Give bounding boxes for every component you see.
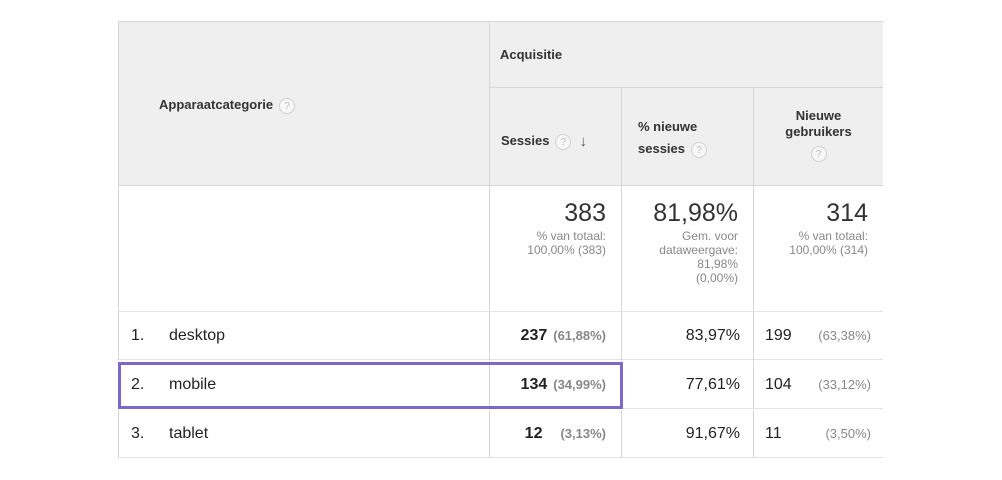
total-caption-line: % van totaal: (798, 229, 868, 243)
row-sessions: 12 (524, 425, 543, 442)
new-users-total: 314 (826, 199, 868, 227)
new-users-total-caption: % van totaal: 100,00% (314) (754, 229, 883, 257)
total-caption-line: 100,00% (383) (527, 243, 606, 257)
total-caption-line: 81,98% (697, 257, 738, 271)
row-sessions-pct: (3,13%) (560, 426, 606, 441)
new-users-column-header[interactable]: Nieuwe gebruikers ? (754, 88, 883, 186)
row-dimension-cell[interactable]: 1. desktop (118, 312, 490, 360)
row-sessions-cell: 237 (61,88%) (490, 312, 622, 360)
row-dimension-cell[interactable]: 3. tablet (118, 410, 490, 458)
help-icon[interactable]: ? (810, 146, 827, 162)
row-new-users-cell: 104 (33,12%) (754, 361, 883, 409)
total-caption-line: (0,00%) (695, 271, 738, 285)
row-sessions-cell: 134 (34,99%) (490, 361, 622, 409)
sessions-total-caption: % van totaal: 100,00% (383) (490, 229, 621, 257)
row-index: 3. (131, 425, 145, 442)
row-new-users: 199 (765, 327, 792, 344)
row-new-users-cell: 199 (63,38%) (754, 312, 883, 360)
help-icon[interactable]: ? (279, 97, 296, 114)
row-sessions-pct: (61,88%) (553, 328, 606, 343)
row-new-users: 104 (765, 376, 792, 393)
row-category[interactable]: tablet (169, 425, 209, 442)
sessions-column-header[interactable]: Sessies? ↓ (490, 88, 622, 186)
sort-descending-icon[interactable]: ↓ (579, 133, 587, 151)
total-caption-line: % van totaal: (536, 229, 606, 243)
acquisition-label: Acquisitie (500, 47, 563, 62)
new-sessions-total: 81,98% (653, 199, 738, 227)
row-new-users-cell: 11 (3,50%) (754, 410, 883, 458)
row-dimension-cell[interactable]: 2. mobile (118, 361, 490, 409)
total-caption-line: dataweergave: (659, 243, 738, 257)
row-category[interactable]: mobile (169, 376, 217, 393)
dimension-header[interactable]: Apparaatcategorie? (118, 21, 490, 186)
row-new-sessions-cell: 91,67% (622, 410, 754, 458)
new-users-label-line1: Nieuwe (795, 108, 842, 123)
total-caption-line: 100,00% (314) (789, 243, 868, 257)
row-sessions-cell: 12 (3,13%) (490, 410, 622, 458)
row-sessions-pct: (34,99%) (553, 377, 606, 392)
row-new-users-pct: (33,12%) (818, 377, 871, 392)
new-sessions-total-cell: 81,98% Gem. voor dataweergave: 81,98% (0… (622, 186, 754, 312)
table-row: 1. desktop 237 (61,88%) 83,97% 199 (63,38%) (118, 312, 883, 360)
report-table: Apparaatcategorie? Acquisitie Sessies? ↓ … (118, 21, 883, 458)
help-icon[interactable]: ? (691, 141, 707, 158)
row-sessions: 237 (520, 327, 548, 344)
row-new-users-pct: (3,50%) (825, 426, 871, 441)
new-users-total-cell: 314 % van totaal: 100,00% (314) (754, 186, 883, 312)
help-icon[interactable]: ? (555, 133, 572, 150)
row-index: 1. (131, 327, 145, 344)
table-row: 2. mobile 134 (34,99%) 77,61% 104 (33,12%) (118, 361, 883, 409)
total-caption-line: Gem. voor (681, 229, 738, 243)
row-sessions: 134 (520, 376, 548, 393)
acquisition-group-header: Acquisitie (490, 21, 883, 88)
row-new-users-pct: (63,38%) (818, 328, 871, 343)
sessions-total-cell: 383 % van totaal: 100,00% (383) (490, 186, 622, 312)
new-sessions-column-header[interactable]: % nieuwe sessies? (622, 88, 754, 186)
totals-row-label-cell (118, 186, 490, 312)
sessions-column-label: Sessies (501, 133, 550, 148)
sessions-total: 383 (564, 199, 606, 227)
dimension-header-label: Apparaatcategorie (159, 97, 274, 112)
row-category[interactable]: desktop (169, 327, 226, 344)
table-row: 3. tablet 12 (3,13%) 91,67% 11 (3,50%) (118, 410, 883, 458)
row-index: 2. (131, 376, 145, 393)
row-new-sessions-cell: 83,97% (622, 312, 754, 360)
new-sessions-label-line2: sessies (638, 141, 685, 156)
new-users-label-line2: gebruikers (785, 124, 852, 139)
row-new-sessions-cell: 77,61% (622, 361, 754, 409)
new-sessions-label-line1: % nieuwe (638, 119, 698, 134)
new-sessions-total-caption: Gem. voor dataweergave: 81,98% (0,00%) (622, 229, 753, 285)
row-new-users: 11 (765, 425, 782, 442)
